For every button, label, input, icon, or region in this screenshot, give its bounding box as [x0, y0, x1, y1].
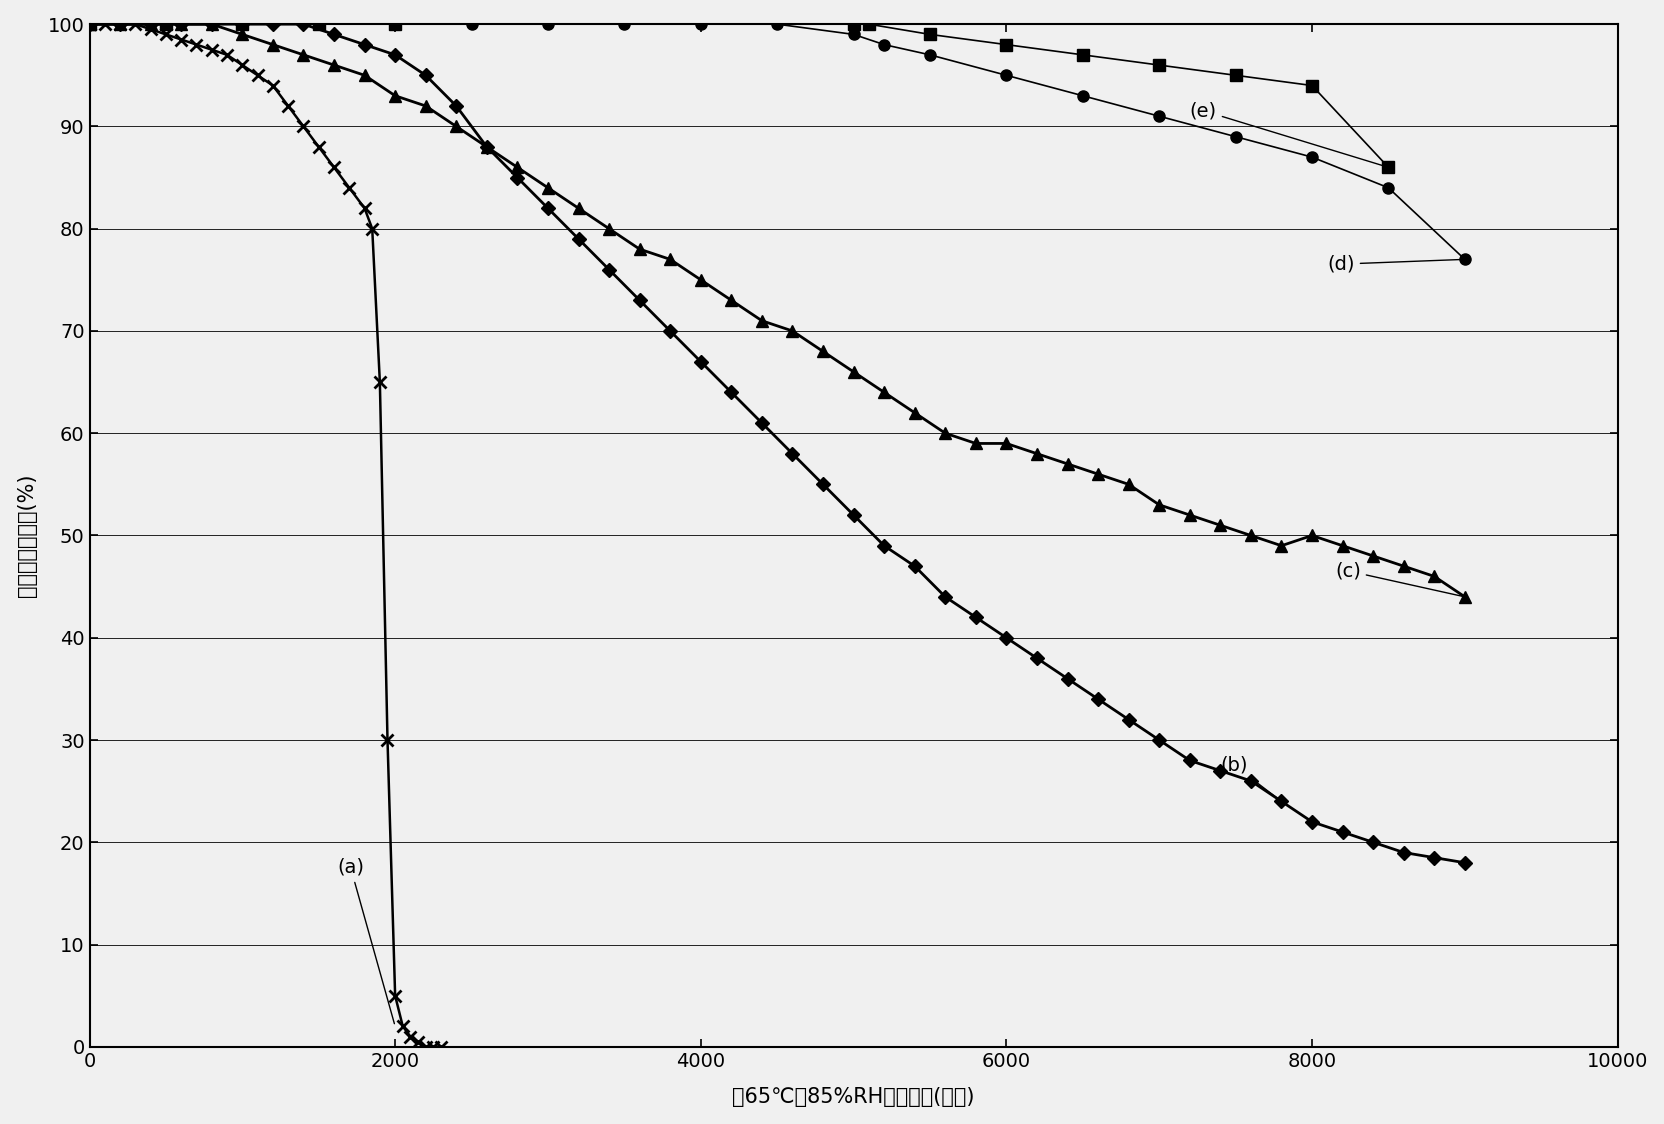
- Text: (a): (a): [336, 858, 394, 1024]
- X-axis label: 在65℃和85%RH下的时间(小时): 在65℃和85%RH下的时间(小时): [732, 1087, 973, 1107]
- Text: (d): (d): [1326, 255, 1461, 273]
- Text: (e): (e): [1190, 101, 1384, 166]
- Text: (c): (c): [1335, 561, 1461, 596]
- Text: (b): (b): [1220, 755, 1278, 799]
- Y-axis label: 正规化像素接通(%): 正规化像素接通(%): [17, 473, 37, 597]
